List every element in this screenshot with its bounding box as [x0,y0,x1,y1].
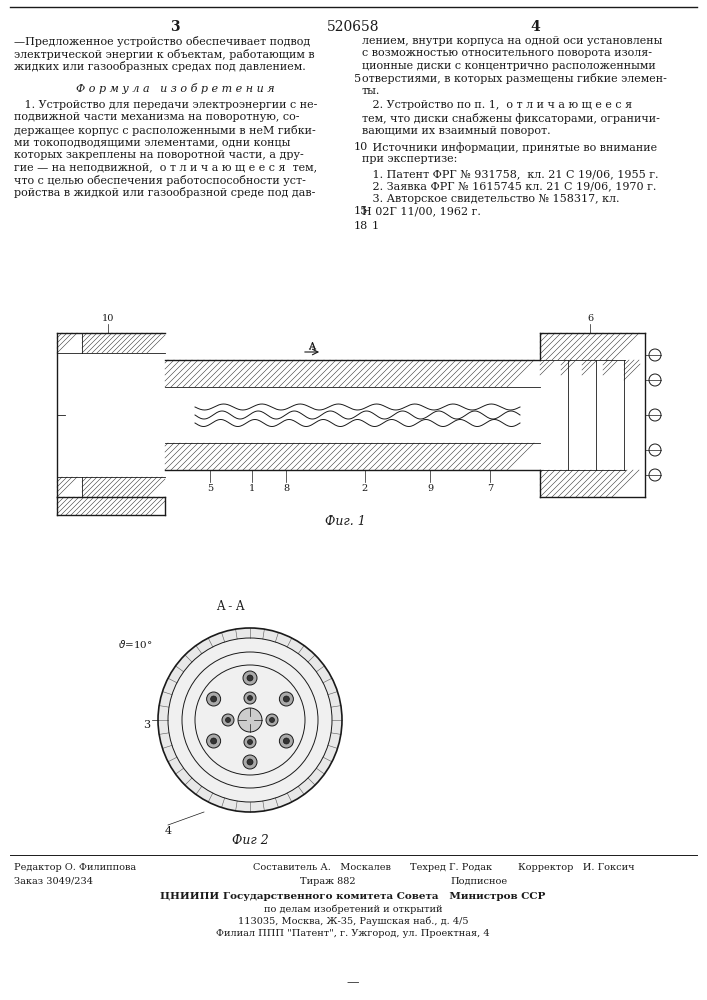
Text: 6: 6 [587,314,593,323]
Circle shape [206,734,221,748]
Circle shape [211,696,216,702]
Text: 5: 5 [354,74,361,84]
Text: Заказ 3049/234: Заказ 3049/234 [14,877,93,886]
Circle shape [247,740,252,744]
Text: A - A: A - A [216,600,244,613]
Circle shape [244,692,256,704]
Circle shape [238,708,262,732]
Text: подвижной части механизма на поворотную, со-: подвижной части механизма на поворотную,… [14,112,300,122]
Text: Ф о р м у л а   и з о б р е т е н и я: Ф о р м у л а и з о б р е т е н и я [76,84,274,95]
Text: тем, что диски снабжены фиксаторами, ограничи-: тем, что диски снабжены фиксаторами, огр… [362,113,660,124]
Text: Фиг 2: Фиг 2 [232,834,269,847]
Circle shape [226,718,230,722]
Circle shape [243,755,257,769]
Text: 520658: 520658 [327,20,379,34]
Text: вающими их взаимный поворот.: вающими их взаимный поворот. [362,125,551,135]
Circle shape [243,671,257,685]
Text: жидких или газообразных средах под давлением.: жидких или газообразных средах под давле… [14,61,305,72]
Circle shape [158,628,342,812]
Text: —Предложенное устройство обеспечивает подвод: —Предложенное устройство обеспечивает по… [14,36,310,47]
Text: гие — на неподвижной,  о т л и ч а ю щ е е с я  тем,: гие — на неподвижной, о т л и ч а ю щ е … [14,162,317,172]
Text: A: A [308,342,315,351]
Text: $\vartheta$=10°: $\vartheta$=10° [119,638,153,650]
Text: 9: 9 [427,484,433,493]
Text: электрической энергии к объектам, работающим в: электрической энергии к объектам, работа… [14,48,315,60]
Circle shape [244,736,256,748]
Circle shape [269,718,274,722]
Text: Подписное: Подписное [450,877,507,886]
Text: ройства в жидкой или газообразной среде под дав-: ройства в жидкой или газообразной среде … [14,188,315,198]
Text: 7: 7 [487,484,493,493]
Text: Составитель А.   Москалев: Составитель А. Москалев [253,863,391,872]
Circle shape [266,714,278,726]
Text: Фиг. 1: Фиг. 1 [325,515,366,528]
Text: лением, внутри корпуса на одной оси установлены: лением, внутри корпуса на одной оси уста… [362,36,662,46]
Text: 15: 15 [354,207,368,217]
Text: Тираж 882: Тираж 882 [300,877,356,886]
Text: Редактор О. Филиппова: Редактор О. Филиппова [14,863,136,872]
Text: 4: 4 [530,20,540,34]
Circle shape [247,759,253,765]
Text: 1. Устройство для передачи электроэнергии с не-: 1. Устройство для передачи электроэнерги… [14,100,317,110]
Text: ционные диски с концентрично расположенными: ционные диски с концентрично расположенн… [362,61,656,71]
Circle shape [247,696,252,700]
Text: 10: 10 [102,314,115,323]
Circle shape [222,714,234,726]
Circle shape [211,738,216,744]
Text: что с целью обеспечения работоспособности уст-: что с целью обеспечения работоспособност… [14,175,306,186]
Text: держащее корпус с расположенными в неМ гибки-: держащее корпус с расположенными в неМ г… [14,125,316,136]
Text: 8: 8 [283,484,289,493]
Text: Техред Г. Родак: Техред Г. Родак [410,863,492,872]
Text: 10: 10 [354,142,368,152]
Circle shape [279,692,293,706]
Circle shape [284,696,289,702]
Text: Н 02Г 11/00, 1962 г.: Н 02Г 11/00, 1962 г. [362,207,481,217]
Text: 1: 1 [249,484,255,493]
Text: 2. Устройство по п. 1,  о т л и ч а ю щ е е с я: 2. Устройство по п. 1, о т л и ч а ю щ е… [362,101,632,110]
Text: 3. Авторское свидетельство № 158317, кл.: 3. Авторское свидетельство № 158317, кл. [362,194,619,204]
Text: которых закреплены на поворотной части, а дру-: которых закреплены на поворотной части, … [14,150,304,160]
Text: 2. Заявка ФРГ № 1615745 кл. 21 С 19/06, 1970 г.: 2. Заявка ФРГ № 1615745 кл. 21 С 19/06, … [362,182,656,192]
Text: ты.: ты. [362,86,380,96]
Circle shape [247,675,253,681]
Text: 3: 3 [143,720,150,730]
Text: ми токоподводящими элементами, одни концы: ми токоподводящими элементами, одни конц… [14,137,291,147]
Circle shape [206,692,221,706]
Text: 5: 5 [207,484,213,493]
Text: 2: 2 [362,484,368,493]
Text: Корректор   И. Гоксич: Корректор И. Гоксич [518,863,634,872]
Text: 18: 18 [354,221,368,231]
Text: 113035, Москва, Ж-35, Раушская наб., д. 4/5: 113035, Москва, Ж-35, Раушская наб., д. … [238,917,468,926]
Text: 4: 4 [165,826,172,836]
Text: Филиал ППП "Патент", г. Ужгород, ул. Проектная, 4: Филиал ППП "Патент", г. Ужгород, ул. Про… [216,929,490,938]
Text: Источники информации, принятые во внимание: Источники информации, принятые во вниман… [362,142,657,153]
Text: по делам изобретений и открытий: по делам изобретений и открытий [264,905,443,914]
Text: 1. Патент ФРГ № 931758,  кл. 21 С 19/06, 1955 г.: 1. Патент ФРГ № 931758, кл. 21 С 19/06, … [362,169,658,179]
Text: 1: 1 [372,221,379,231]
Text: A: A [308,343,315,352]
Circle shape [279,734,293,748]
Text: с возможностью относительного поворота изоля-: с возможностью относительного поворота и… [362,48,652,58]
Text: 3: 3 [170,20,180,34]
Text: —: — [346,976,359,989]
Circle shape [284,738,289,744]
Circle shape [168,638,332,802]
Text: отверстиями, в которых размещены гибкие элемен-: отверстиями, в которых размещены гибкие … [362,74,667,85]
Text: ЦНИИПИ Государственного комитета Совета   Министров ССР: ЦНИИПИ Государственного комитета Совета … [160,892,546,901]
Text: при экспертизе:: при экспертизе: [362,154,457,164]
